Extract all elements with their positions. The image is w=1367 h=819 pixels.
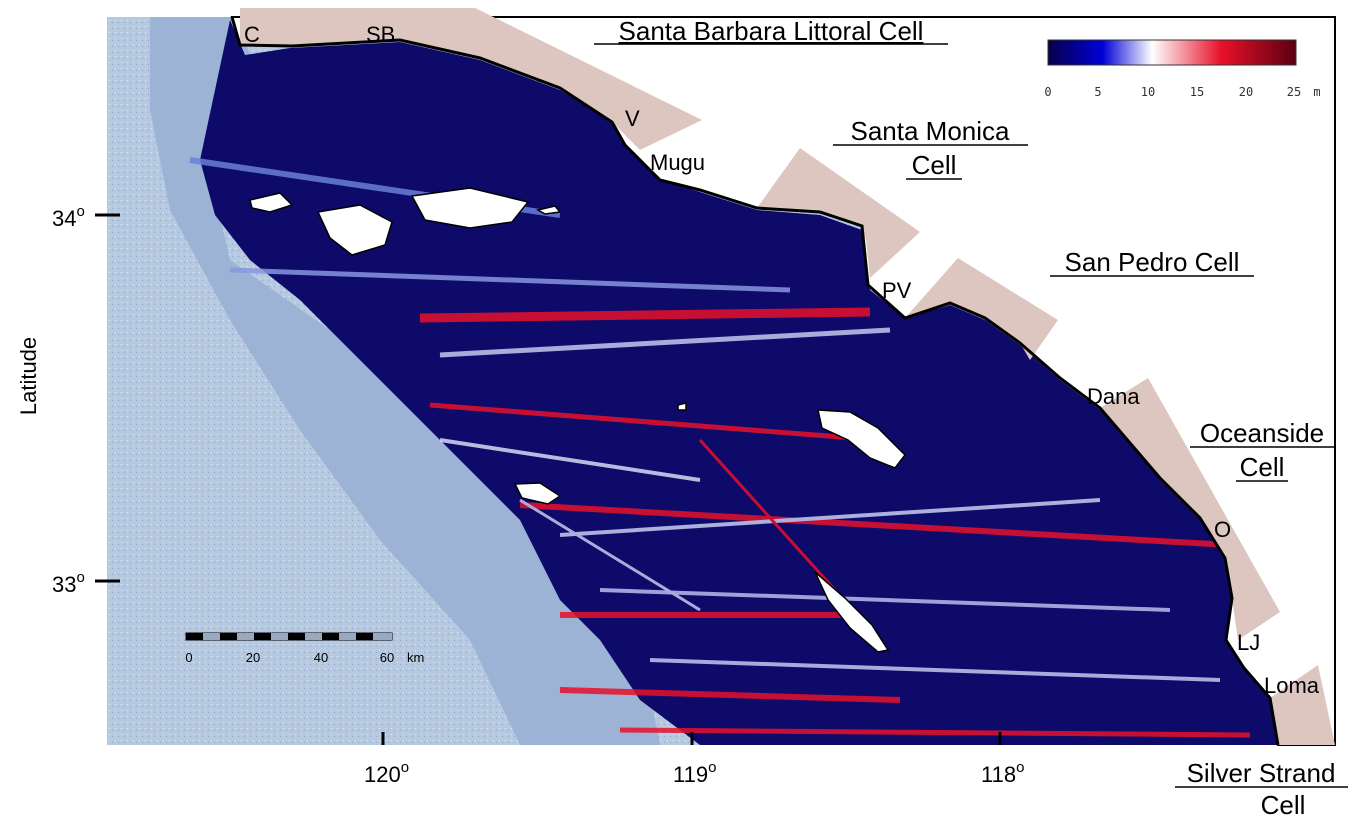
cell-title-santa-monica-line1: Santa Monica — [851, 116, 1011, 146]
scalebar-tick-label: 20 — [246, 650, 260, 665]
island-san-nicolas — [513, 482, 562, 505]
coastline — [230, 16, 1280, 746]
island-santa-catalina — [817, 409, 906, 469]
colorbar-unit: m — [1313, 85, 1320, 99]
scalebar-tick-label: 0 — [185, 650, 192, 665]
colorbar-tick-label: 20 — [1239, 85, 1253, 99]
place-labels: C SB V Mugu PV Dana O LJ Loma — [244, 22, 1320, 698]
littoral-cell-bands-over-land — [240, 8, 1335, 745]
lat-tick-label-33: 33o — [52, 569, 85, 597]
cell-title-santa-barbara: Santa Barbara Littoral Cell — [619, 16, 924, 46]
y-axis-label: Latitude — [16, 337, 41, 415]
place-label-pv: PV — [882, 278, 912, 303]
lon-axis: 120o 119o 118o — [364, 732, 1024, 787]
lon-tick-label-120: 120o — [364, 759, 409, 787]
place-label-mugu: Mugu — [650, 150, 705, 175]
island-san-clemente — [814, 571, 890, 653]
place-label-sb: SB — [366, 22, 395, 47]
colorbar-tick-label: 0 — [1044, 85, 1051, 99]
colorbar-tick-label: 15 — [1190, 85, 1204, 99]
cell-title-oceanside-line2: Cell — [1240, 452, 1285, 482]
wave-streaks — [189, 157, 1251, 738]
place-label-v: V — [625, 106, 640, 131]
island-santa-rosa — [316, 204, 393, 256]
island-santa-cruz — [410, 187, 530, 229]
colorbar-tick-label: 10 — [1141, 85, 1155, 99]
island-anacapa — [535, 205, 562, 215]
place-label-lj: LJ — [1237, 630, 1260, 655]
lat-axis: 34o 33o Latitude — [16, 203, 120, 597]
place-label-dana: Dana — [1087, 384, 1140, 409]
colorbar: 0 5 10 15 20 25 m — [1044, 39, 1321, 99]
colorbar-tick-label: 5 — [1094, 85, 1101, 99]
place-label-c: C — [244, 22, 260, 47]
cell-title-silver-strand-line1: Silver Strand — [1187, 758, 1336, 788]
scalebar-unit: km — [407, 650, 424, 665]
place-label-o: O — [1214, 517, 1231, 542]
colorbar-tick-label: 25 — [1287, 85, 1301, 99]
cell-title-oceanside-line1: Oceanside — [1200, 418, 1324, 448]
cell-title-san-pedro: San Pedro Cell — [1065, 247, 1240, 277]
cell-titles: Santa Barbara Littoral Cell Santa Monica… — [594, 16, 1348, 819]
lon-tick-label-118: 118o — [981, 759, 1024, 787]
place-label-loma: Loma — [1264, 673, 1320, 698]
cell-title-silver-strand-line2: Cell — [1261, 790, 1306, 819]
cell-title-santa-monica-line2: Cell — [912, 150, 957, 180]
scalebar-tick-label: 60 — [380, 650, 394, 665]
scalebar-tick-label: 40 — [314, 650, 328, 665]
lon-tick-label-119: 119o — [673, 759, 716, 787]
lat-tick-label-34: 34o — [52, 203, 85, 231]
colorbar-gradient — [1047, 39, 1297, 66]
island-san-miguel — [249, 192, 294, 213]
scale-bar: 0 20 40 60 km — [185, 632, 424, 665]
island-santa-barbara-isl — [677, 402, 687, 411]
islands — [249, 187, 906, 653]
